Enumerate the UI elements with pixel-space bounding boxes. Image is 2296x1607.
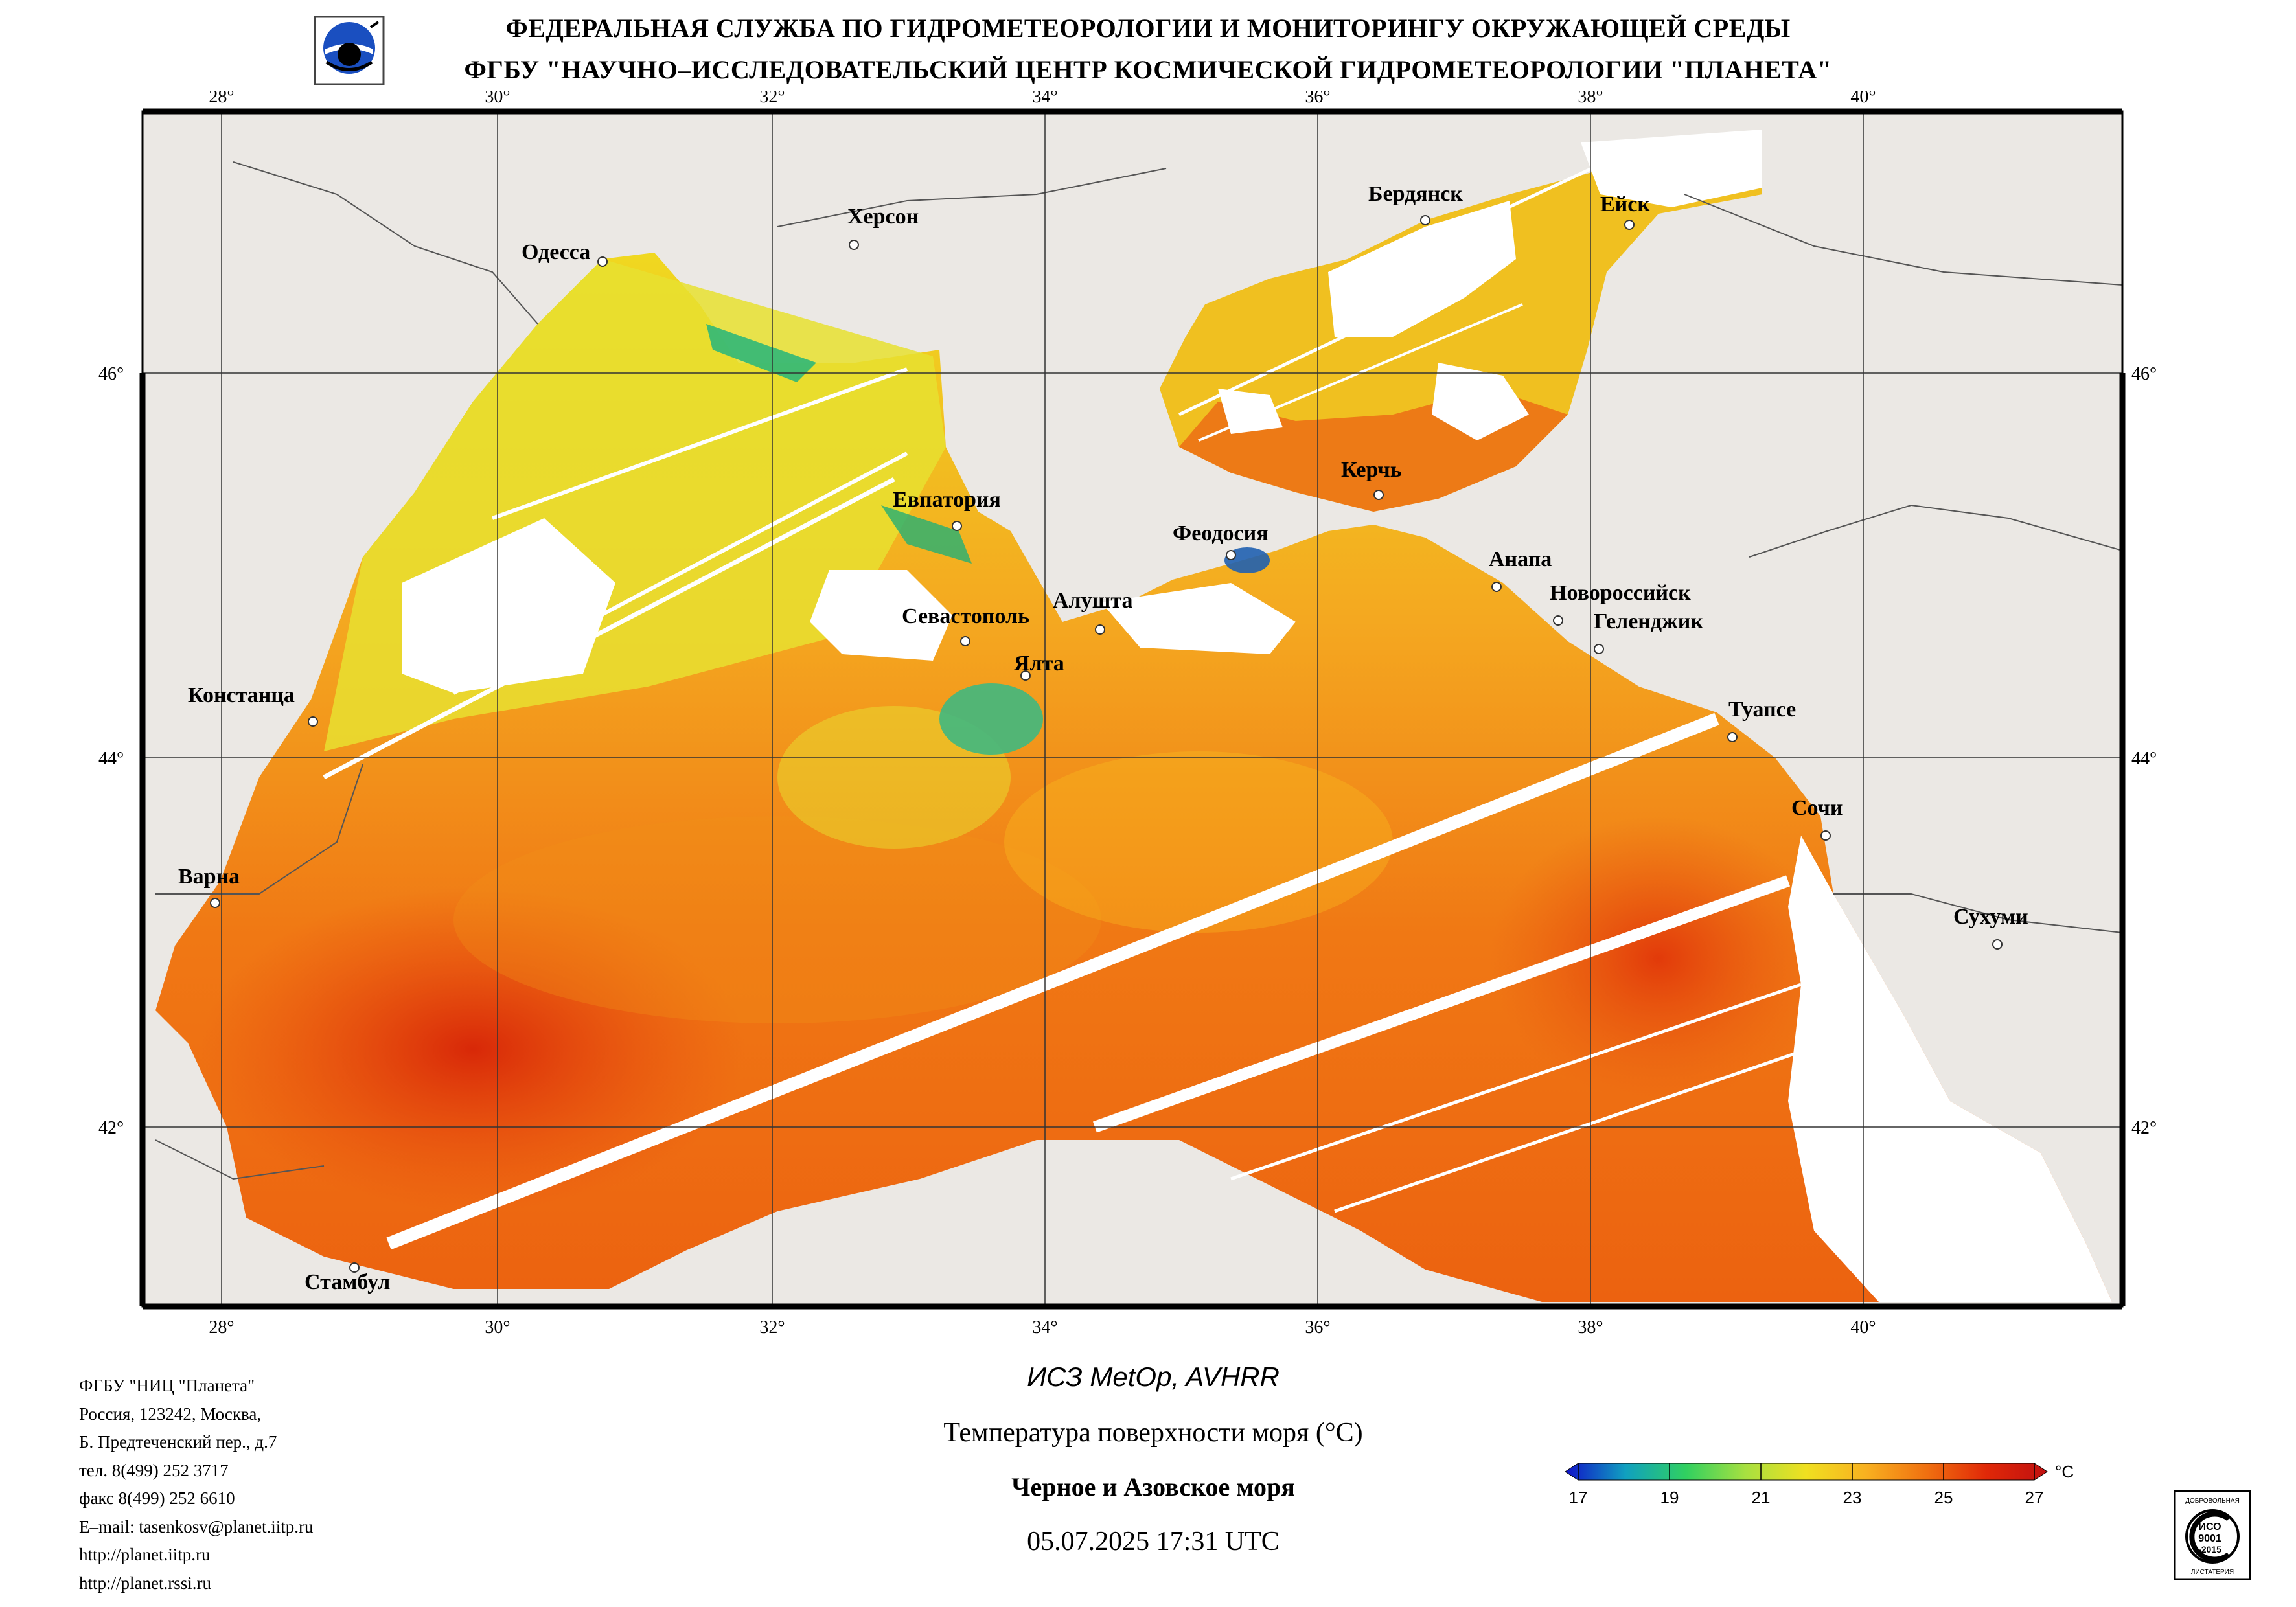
city-label-gelendzhik: Геленджик	[1594, 610, 1703, 633]
lat-label: 44°	[98, 749, 124, 769]
iso-mid2: 9001	[2198, 1533, 2221, 1544]
parameter-label: Температура поверхности моря (°С)	[943, 1418, 1363, 1448]
city-label-varna: Варна	[178, 865, 240, 889]
lon-labels-top: 28° 30° 32° 34° 36° 38° 40°	[209, 87, 1876, 107]
city-labels: Херсон Одесса Бердянск Ейск Керчь Евпато…	[178, 182, 2028, 1294]
lat-label: 46°	[2131, 364, 2157, 384]
lon-label: 38°	[1578, 1317, 1603, 1338]
org-line: http://planet.rssi.ru	[79, 1573, 211, 1593]
lon-label: 28°	[209, 91, 234, 107]
sea-surface-temperature-map: 28° 30° 32° 34° 36° 38° 40° 28° 30° 32° …	[0, 87, 2296, 1347]
lat-label: 44°	[2131, 749, 2157, 769]
city-markers	[210, 215, 2003, 1273]
city-label-herson: Херсон	[847, 205, 919, 229]
city-label-sukhumi: Сухуми	[1953, 905, 2028, 929]
lat-label: 46°	[98, 364, 124, 384]
city-label-istanbul: Стамбул	[304, 1270, 390, 1294]
lon-label: 34°	[1032, 91, 1057, 107]
colorbar-tick: 23	[1843, 1488, 1862, 1507]
org-line: E–mail: tasenkosv@planet.iitp.ru	[79, 1516, 314, 1536]
colorbar-tick: 21	[1752, 1488, 1771, 1507]
planeta-logo-icon	[314, 16, 385, 85]
colorbar-tick: 19	[1660, 1488, 1679, 1507]
colorbar-tick: 25	[1934, 1488, 1953, 1507]
lat-label: 42°	[2131, 1118, 2157, 1138]
lon-label: 38°	[1578, 91, 1603, 107]
city-label-eysk: Ейск	[1600, 192, 1650, 216]
lon-label: 36°	[1305, 91, 1330, 107]
city-label-novorossiysk: Новороссийск	[1550, 581, 1691, 605]
org-line: ФГБУ "НИЦ "Планета"	[79, 1376, 255, 1395]
lon-label: 30°	[485, 1317, 510, 1338]
iso-certification-badge: ДОБРОВОЛЬНАЯ ИСО 9001 -2015 ЛИСТАТЕРИЯ	[2174, 1490, 2251, 1580]
frame-ticks	[139, 108, 2126, 1310]
org-line: http://planet.iitp.ru	[79, 1545, 211, 1564]
iso-mid1: ИСО	[2198, 1522, 2221, 1533]
city-label-constanta: Констанца	[188, 683, 295, 707]
city-label-tuapse: Туапсе	[1728, 698, 1796, 722]
city-label-sevastopol: Севастополь	[902, 604, 1029, 628]
lon-label: 28°	[209, 1317, 234, 1338]
colorbar-unit: °C	[2055, 1462, 2074, 1481]
satellite-label: ИСЗ MetOp, AVHRR	[1027, 1362, 1280, 1392]
lon-label: 40°	[1850, 1317, 1876, 1338]
city-label-kerch: Керчь	[1341, 458, 1402, 482]
org-line: Б. Предтеченский пер., д.7	[79, 1432, 277, 1452]
organization-contacts: ФГБУ "НИЦ "Планета" Россия, 123242, Моск…	[79, 1372, 314, 1597]
borders	[155, 161, 2122, 1180]
lon-label: 30°	[485, 91, 510, 107]
datetime-label: 05.07.2025 17:31 UTC	[1027, 1527, 1280, 1556]
iso-mid3: -2015	[2198, 1544, 2221, 1555]
org-line: Россия, 123242, Москва,	[79, 1404, 262, 1424]
swath-gaps	[323, 154, 1808, 1250]
lon-label: 36°	[1305, 1317, 1330, 1338]
header: ФЕДЕРАЛЬНАЯ СЛУЖБА ПО ГИДРОМЕТЕОРОЛОГИИ …	[0, 0, 2296, 104]
lon-label: 32°	[759, 1317, 785, 1338]
city-label-evpatoria: Евпатория	[893, 488, 1001, 512]
org-line: тел. 8(499) 252 3717	[79, 1460, 229, 1480]
lon-label: 32°	[759, 91, 785, 107]
city-label-alushta: Алушта	[1053, 589, 1132, 613]
lon-label: 40°	[1850, 91, 1876, 107]
azov-sea	[1160, 130, 1762, 512]
city-label-odessa: Одесса	[522, 240, 590, 264]
lon-label: 34°	[1032, 1317, 1057, 1338]
colorbar-tick: 27	[2025, 1488, 2044, 1507]
city-label-yalta: Ялта	[1014, 652, 1064, 676]
city-label-sochi: Сочи	[1791, 796, 1843, 820]
header-title-line1: ФЕДЕРАЛЬНАЯ СЛУЖБА ПО ГИДРОМЕТЕОРОЛОГИИ …	[505, 14, 1791, 43]
colorbar: 17 19 21 23 25 27 °C	[1555, 1454, 2112, 1512]
lon-labels-bottom: 28° 30° 32° 34° 36° 38° 40°	[209, 1317, 1876, 1338]
city-label-anapa: Анапа	[1489, 547, 1552, 571]
graticule	[143, 111, 2122, 1306]
city-label-feodosia: Феодосия	[1173, 521, 1269, 545]
iso-top-text: ДОБРОВОЛЬНАЯ	[2185, 1498, 2240, 1505]
org-line: факс 8(499) 252 6610	[79, 1488, 235, 1508]
iso-bottom-text: ЛИСТАТЕРИЯ	[2191, 1569, 2234, 1576]
no-data-areas	[402, 130, 2112, 1302]
region-label: Черное и Азовское моря	[1011, 1472, 1295, 1501]
header-title-line2: ФГБУ "НАУЧНО–ИССЛЕДОВАТЕЛЬСКИЙ ЦЕНТР КОС…	[464, 55, 1832, 84]
lat-labels: 46° 44° 42° 46° 44° 42°	[98, 364, 2157, 1138]
colorbar-bar	[1565, 1463, 2048, 1481]
lat-label: 42°	[98, 1118, 124, 1138]
city-label-berdyansk: Бердянск	[1368, 182, 1463, 206]
colorbar-tick: 17	[1569, 1488, 1588, 1507]
